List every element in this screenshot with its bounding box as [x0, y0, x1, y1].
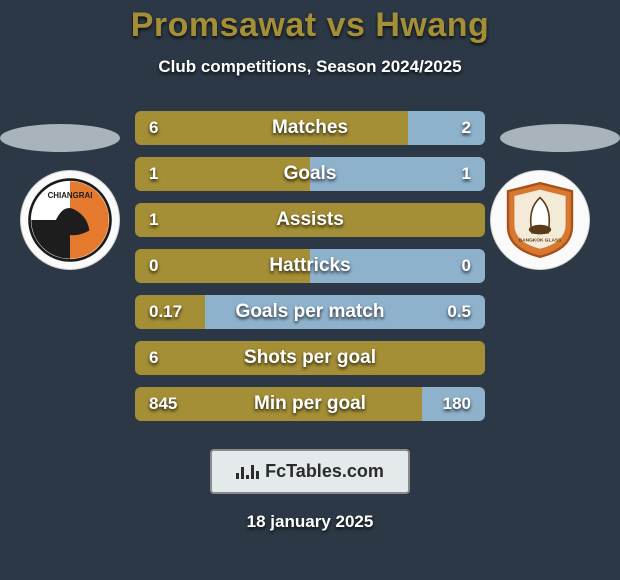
stat-value-left: 6 — [149, 118, 158, 138]
right-club-badge: BANGKOK GLASS — [490, 170, 590, 270]
comparison-date: 18 january 2025 — [0, 512, 620, 532]
stat-row: 0.170.5Goals per match — [135, 295, 485, 329]
stat-value-left: 0 — [149, 256, 158, 276]
stat-bar-right — [408, 111, 485, 145]
stat-row: 1Assists — [135, 203, 485, 237]
svg-text:BANGKOK GLASS: BANGKOK GLASS — [519, 238, 562, 244]
stat-value-right: 1 — [462, 164, 471, 184]
stat-value-right: 0 — [462, 256, 471, 276]
stat-value-right: 2 — [462, 118, 471, 138]
branding-box: FcTables.com — [210, 449, 410, 494]
stat-row: 62Matches — [135, 111, 485, 145]
stat-value-left: 845 — [149, 394, 177, 414]
left-club-badge: CHIANGRAI — [20, 170, 120, 270]
stat-value-left: 6 — [149, 348, 158, 368]
stat-bar-left — [135, 111, 408, 145]
stat-bar-left — [135, 203, 485, 237]
stat-row: 00Hattricks — [135, 249, 485, 283]
branding-bars-icon — [236, 465, 259, 479]
comparison-title: Promsawat vs Hwang — [0, 0, 620, 45]
stat-row: 11Goals — [135, 157, 485, 191]
stat-row: 6Shots per goal — [135, 341, 485, 375]
stat-value-left: 1 — [149, 210, 158, 230]
stat-bar-right — [310, 249, 485, 283]
stat-row: 845180Min per goal — [135, 387, 485, 421]
stat-value-right: 180 — [443, 394, 471, 414]
stat-bar-left — [135, 387, 422, 421]
stat-bar-left — [135, 249, 310, 283]
title-vs: vs — [327, 6, 366, 44]
svg-text:CHIANGRAI: CHIANGRAI — [48, 191, 93, 200]
stat-bar-left — [135, 341, 485, 375]
branding-text: FcTables.com — [265, 461, 384, 482]
left-club-shadow — [0, 124, 120, 152]
stat-value-left: 0.17 — [149, 302, 182, 322]
player-right-name: Hwang — [375, 6, 489, 44]
left-club-crest-icon: CHIANGRAI — [26, 176, 114, 264]
stat-value-right: 0.5 — [447, 302, 471, 322]
stat-value-left: 1 — [149, 164, 158, 184]
right-club-crest-icon: BANGKOK GLASS — [500, 177, 580, 263]
stat-bar-right — [205, 295, 485, 329]
stat-bar-right — [310, 157, 485, 191]
stat-bar-left — [135, 157, 310, 191]
subtitle: Club competitions, Season 2024/2025 — [0, 57, 620, 77]
player-left-name: Promsawat — [131, 6, 317, 44]
right-club-shadow — [500, 124, 620, 152]
